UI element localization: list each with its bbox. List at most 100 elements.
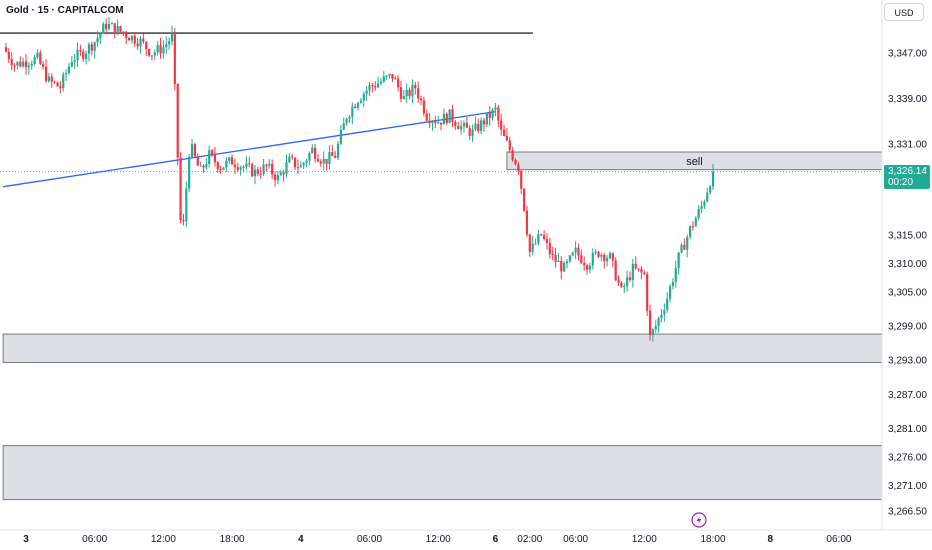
candle-body bbox=[64, 72, 68, 75]
candle bbox=[448, 109, 451, 124]
candle bbox=[282, 169, 285, 182]
candle bbox=[356, 101, 360, 111]
candle bbox=[709, 184, 712, 195]
candle-body bbox=[583, 262, 586, 266]
candle-body bbox=[500, 120, 503, 130]
candle-body bbox=[147, 49, 151, 56]
candle bbox=[580, 249, 583, 265]
candle-body bbox=[53, 81, 56, 83]
candle bbox=[637, 268, 640, 272]
candle-body bbox=[617, 280, 620, 283]
candle bbox=[500, 113, 503, 136]
candle bbox=[39, 49, 42, 66]
candle-body bbox=[314, 147, 317, 159]
candle bbox=[70, 56, 73, 68]
candle-body bbox=[448, 109, 451, 124]
price-tick-label: 3,305.00 bbox=[888, 287, 927, 298]
candle bbox=[334, 151, 337, 159]
candle-body bbox=[190, 144, 194, 157]
candle-body bbox=[588, 265, 592, 270]
candle bbox=[248, 156, 251, 168]
candle bbox=[666, 292, 669, 314]
candle bbox=[368, 82, 371, 97]
candle bbox=[623, 282, 626, 294]
candle-body bbox=[414, 84, 417, 89]
candle-body bbox=[222, 167, 225, 170]
candle bbox=[411, 79, 414, 104]
candle bbox=[7, 48, 10, 64]
candle bbox=[302, 161, 305, 170]
candle bbox=[480, 117, 483, 135]
zones-layer: sell bbox=[2, 151, 883, 501]
candle bbox=[102, 21, 105, 34]
candle-body bbox=[82, 51, 85, 59]
candle bbox=[445, 112, 448, 126]
candle-body bbox=[540, 234, 543, 236]
bar-countdown: 00:20 bbox=[888, 177, 914, 188]
candle-body bbox=[44, 66, 48, 82]
candle bbox=[394, 75, 397, 80]
candle bbox=[557, 253, 560, 262]
candle-body bbox=[153, 52, 156, 56]
candle-body bbox=[62, 74, 65, 89]
candle-body bbox=[686, 236, 689, 250]
price-tick-label: 3,347.00 bbox=[888, 49, 927, 60]
candle bbox=[454, 119, 457, 130]
candle bbox=[53, 80, 56, 85]
candle-body bbox=[591, 252, 594, 266]
candle-body bbox=[505, 136, 508, 141]
candle bbox=[376, 76, 380, 89]
candle-body bbox=[651, 329, 654, 335]
candle-body bbox=[703, 201, 706, 207]
zone-box-1 bbox=[2, 333, 883, 364]
candle bbox=[105, 18, 108, 35]
candle bbox=[634, 256, 637, 270]
candle bbox=[683, 238, 686, 250]
candle bbox=[305, 158, 308, 168]
candle bbox=[657, 316, 660, 333]
candle-body bbox=[709, 186, 712, 193]
candle bbox=[431, 119, 434, 131]
time-tick-label: 4 bbox=[298, 534, 304, 545]
price-axis: 3,347.003,339.003,331.003,325.003,315.00… bbox=[881, 0, 932, 550]
price-tick-label: 3,299.00 bbox=[888, 322, 927, 333]
candle bbox=[465, 117, 468, 128]
candle bbox=[342, 117, 345, 130]
candle-body bbox=[706, 192, 709, 202]
lightning-icon[interactable] bbox=[691, 512, 707, 528]
candle-body bbox=[96, 37, 99, 43]
candle bbox=[354, 103, 357, 109]
candle bbox=[36, 49, 39, 60]
candle-body bbox=[694, 218, 697, 227]
candle-body bbox=[468, 127, 471, 136]
candle bbox=[437, 115, 440, 124]
candle-body bbox=[325, 158, 328, 164]
candle-body bbox=[87, 44, 91, 54]
candle-body bbox=[422, 100, 425, 114]
candle-body bbox=[620, 282, 623, 287]
candle bbox=[525, 205, 529, 238]
candle bbox=[122, 31, 125, 37]
symbol-title[interactable]: Gold · 15 · CAPITALCOM bbox=[4, 4, 126, 17]
candle-body bbox=[634, 263, 637, 269]
candle-body bbox=[291, 156, 294, 158]
candle-body bbox=[502, 129, 506, 137]
candle-body bbox=[256, 169, 259, 174]
last-price-value: 3,326.14 bbox=[888, 166, 927, 177]
candle bbox=[585, 263, 589, 275]
candle bbox=[279, 169, 282, 176]
candle-body bbox=[242, 166, 245, 168]
currency-button[interactable]: USD bbox=[884, 3, 924, 21]
candle-body bbox=[219, 169, 222, 171]
candle bbox=[668, 284, 672, 303]
time-tick-label: 6 bbox=[493, 534, 499, 545]
time-tick-label: 06:00 bbox=[357, 534, 382, 545]
candle-body bbox=[268, 163, 271, 166]
candle bbox=[110, 21, 113, 25]
candle-body bbox=[408, 89, 411, 97]
time-tick-label: 06:00 bbox=[563, 534, 588, 545]
candle-body bbox=[279, 172, 282, 176]
candle-body bbox=[4, 47, 8, 52]
candle bbox=[285, 154, 288, 178]
